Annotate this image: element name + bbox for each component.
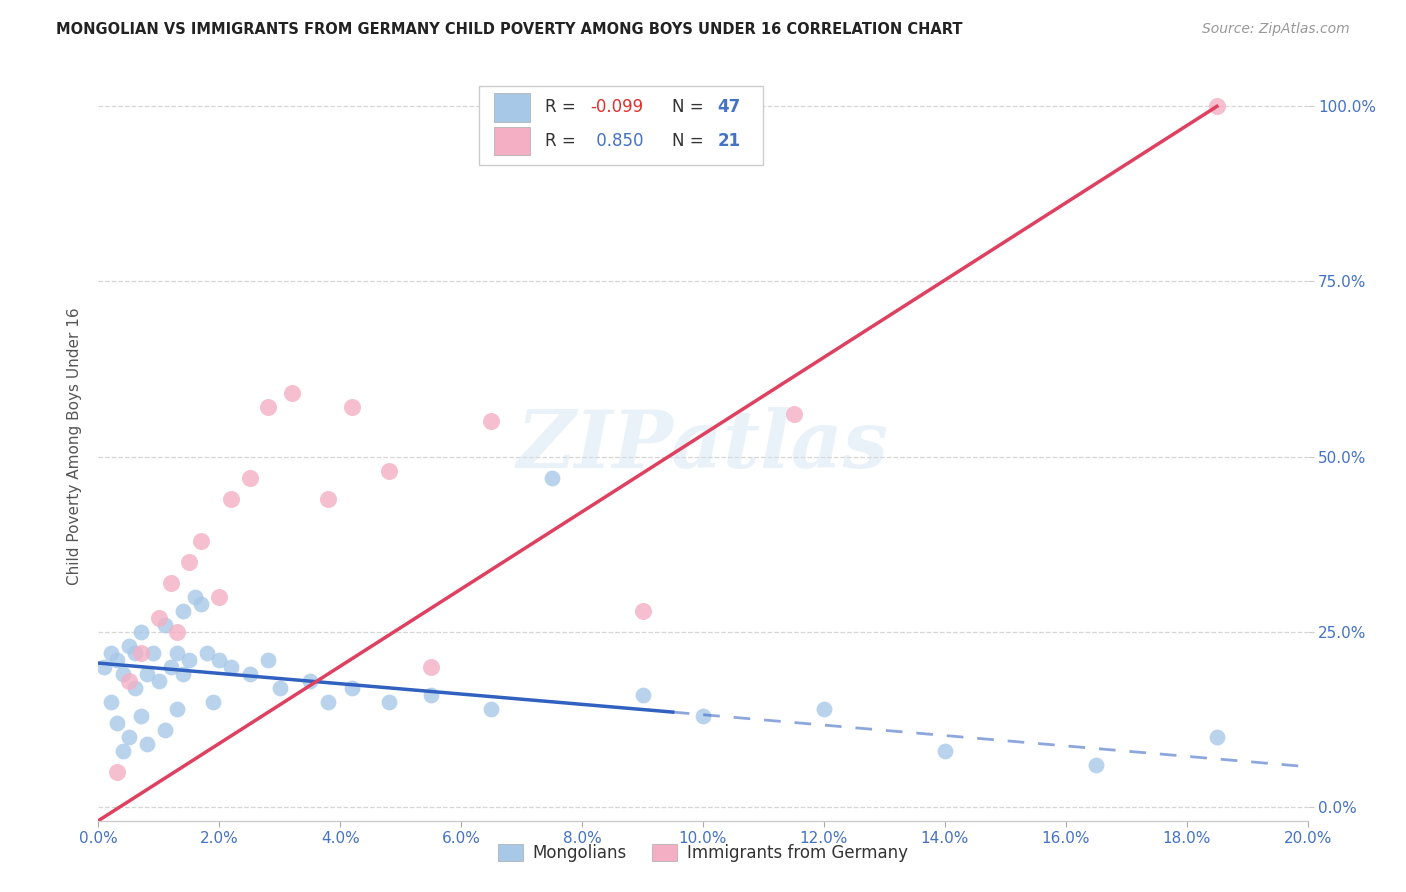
Point	[129, 624, 152, 639]
Legend: Mongolians, Immigrants from Germany: Mongolians, Immigrants from Germany	[491, 837, 915, 869]
Point	[316, 491, 339, 506]
Point	[166, 701, 188, 715]
Point	[105, 652, 128, 666]
Point	[316, 695, 339, 709]
Point	[377, 695, 399, 709]
Point	[124, 646, 146, 660]
Point	[481, 415, 503, 429]
Point	[813, 701, 835, 715]
Y-axis label: Child Poverty Among Boys Under 16: Child Poverty Among Boys Under 16	[67, 307, 83, 585]
Point	[135, 666, 157, 681]
Point	[135, 737, 157, 751]
Point	[256, 401, 278, 415]
Point	[153, 723, 176, 737]
Point	[269, 681, 291, 695]
Point	[221, 491, 243, 506]
Point	[256, 652, 278, 666]
Point	[93, 659, 115, 673]
Point	[129, 708, 152, 723]
Point	[208, 652, 231, 666]
Point	[160, 659, 183, 673]
Point	[342, 401, 364, 415]
Point	[166, 646, 188, 660]
Point	[342, 681, 364, 695]
Point	[148, 673, 170, 688]
Point	[172, 666, 194, 681]
Point	[105, 715, 128, 730]
Point	[540, 470, 562, 484]
Point	[105, 764, 128, 779]
Point	[221, 659, 243, 673]
Point	[100, 695, 122, 709]
Point	[184, 590, 207, 604]
Point	[179, 555, 201, 569]
Point	[202, 695, 225, 709]
Point	[783, 408, 806, 422]
Point	[153, 617, 176, 632]
Point	[481, 701, 503, 715]
Point	[692, 708, 714, 723]
Point	[208, 590, 231, 604]
Text: N =: N =	[672, 132, 709, 150]
Point	[190, 597, 212, 611]
Point	[631, 688, 654, 702]
Text: Source: ZipAtlas.com: Source: ZipAtlas.com	[1202, 22, 1350, 37]
Point	[239, 470, 262, 484]
Point	[190, 533, 212, 548]
Point	[111, 743, 134, 757]
FancyBboxPatch shape	[479, 87, 763, 165]
Point	[172, 603, 194, 617]
Point	[142, 646, 165, 660]
Point	[631, 603, 654, 617]
Point	[1206, 730, 1229, 744]
Text: MONGOLIAN VS IMMIGRANTS FROM GERMANY CHILD POVERTY AMONG BOYS UNDER 16 CORRELATI: MONGOLIAN VS IMMIGRANTS FROM GERMANY CHI…	[56, 22, 963, 37]
Point	[239, 666, 262, 681]
Point	[100, 646, 122, 660]
Text: R =: R =	[544, 132, 581, 150]
Point	[1206, 99, 1229, 113]
Point	[1085, 757, 1108, 772]
Point	[377, 463, 399, 477]
Point	[124, 681, 146, 695]
Point	[195, 646, 218, 660]
Point	[299, 673, 322, 688]
Point	[166, 624, 188, 639]
Point	[179, 652, 201, 666]
Point	[281, 386, 304, 401]
FancyBboxPatch shape	[494, 127, 530, 155]
Point	[160, 575, 183, 590]
Text: N =: N =	[672, 98, 709, 116]
Text: ZIPatlas: ZIPatlas	[517, 408, 889, 484]
Point	[420, 688, 443, 702]
Text: R =: R =	[544, 98, 581, 116]
Point	[148, 610, 170, 624]
Text: 47: 47	[717, 98, 741, 116]
Point	[111, 666, 134, 681]
Text: 0.850: 0.850	[591, 132, 643, 150]
Point	[934, 743, 956, 757]
Point	[420, 659, 443, 673]
Point	[118, 639, 141, 653]
Point	[118, 673, 141, 688]
FancyBboxPatch shape	[494, 93, 530, 121]
Point	[129, 646, 152, 660]
Text: -0.099: -0.099	[591, 98, 644, 116]
Point	[118, 730, 141, 744]
Text: 21: 21	[717, 132, 741, 150]
